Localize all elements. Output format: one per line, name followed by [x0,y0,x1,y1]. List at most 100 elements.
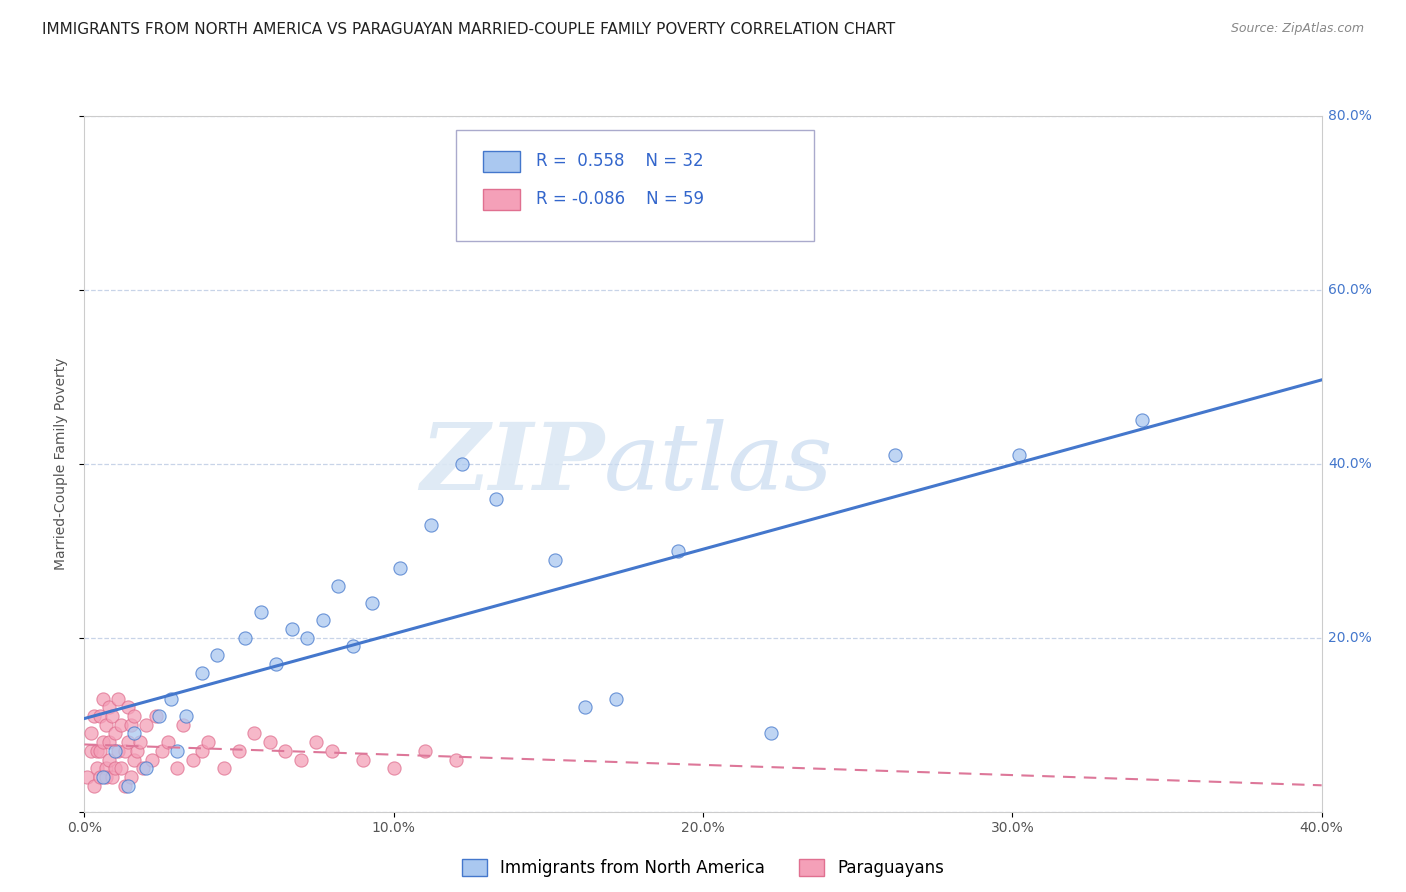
Point [104,726,127,740]
FancyBboxPatch shape [482,151,520,171]
Point [233,631,256,645]
Point [352,753,374,767]
Point [91,691,114,706]
Point [120,717,142,731]
Point [98,700,121,714]
Point [759,726,782,740]
Point [305,735,328,749]
Point [122,753,145,767]
Point [166,744,188,758]
Point [101,709,124,723]
Point [104,744,127,758]
Point [117,735,139,749]
Point [176,709,198,723]
Point [181,753,204,767]
Point [228,744,250,758]
Text: ZIP: ZIP [420,419,605,508]
Point [274,744,297,758]
Point [191,744,214,758]
Text: R = -0.086    N = 59: R = -0.086 N = 59 [536,191,704,209]
Point [122,709,145,723]
Point [413,744,436,758]
Point [444,753,467,767]
Point [94,761,117,775]
Point [101,770,124,784]
Point [574,700,596,714]
Text: 60.0%: 60.0% [1327,283,1372,297]
Point [342,640,364,654]
Point [290,753,312,767]
Point [94,717,117,731]
Legend: Immigrants from North America, Paraguayans: Immigrants from North America, Paraguaya… [456,852,950,883]
Point [419,517,441,532]
Point [120,770,142,784]
Point [122,726,145,740]
Point [141,753,163,767]
Point [89,744,111,758]
Point [83,779,105,793]
Point [83,709,105,723]
Point [264,657,287,671]
Point [86,744,108,758]
Point [98,735,121,749]
Point [110,761,132,775]
Point [79,744,101,758]
Point [311,614,333,628]
Text: atlas: atlas [605,419,834,508]
Point [156,735,179,749]
Point [382,761,405,775]
Point [79,726,101,740]
Point [243,726,266,740]
Point [148,709,170,723]
Text: 20.0%: 20.0% [1327,631,1372,645]
Point [145,709,167,723]
Point [249,605,271,619]
Point [132,761,155,775]
Point [1007,448,1029,462]
Point [605,691,627,706]
Point [107,744,129,758]
Point [150,744,173,758]
Text: 40.0%: 40.0% [1327,457,1372,471]
Point [91,735,114,749]
Point [76,770,98,784]
Point [89,709,111,723]
Point [191,665,214,680]
FancyBboxPatch shape [482,189,520,210]
Point [321,744,343,758]
Point [280,622,302,636]
Point [485,491,508,506]
Y-axis label: Married-Couple Family Poverty: Married-Couple Family Poverty [53,358,67,570]
Point [666,543,689,558]
Point [114,779,136,793]
Point [543,552,565,566]
Point [91,770,114,784]
Point [450,457,472,471]
Point [259,735,281,749]
Point [212,761,235,775]
Point [125,744,148,758]
Text: R =  0.558    N = 32: R = 0.558 N = 32 [536,153,703,170]
Text: 80.0%: 80.0% [1327,109,1372,123]
Point [172,717,194,731]
Point [166,761,188,775]
Point [117,700,139,714]
Point [89,770,111,784]
Text: Source: ZipAtlas.com: Source: ZipAtlas.com [1230,22,1364,36]
Point [135,761,157,775]
Point [1130,413,1153,427]
Point [98,753,121,767]
FancyBboxPatch shape [456,130,814,241]
Point [326,578,349,592]
Point [129,735,152,749]
Point [295,631,318,645]
Point [197,735,219,749]
Point [135,717,157,731]
Point [361,596,384,610]
Point [94,770,117,784]
Point [207,648,229,662]
Point [86,761,108,775]
Point [388,561,411,575]
Point [883,448,905,462]
Text: IMMIGRANTS FROM NORTH AMERICA VS PARAGUAYAN MARRIED-COUPLE FAMILY POVERTY CORREL: IMMIGRANTS FROM NORTH AMERICA VS PARAGUA… [42,22,896,37]
